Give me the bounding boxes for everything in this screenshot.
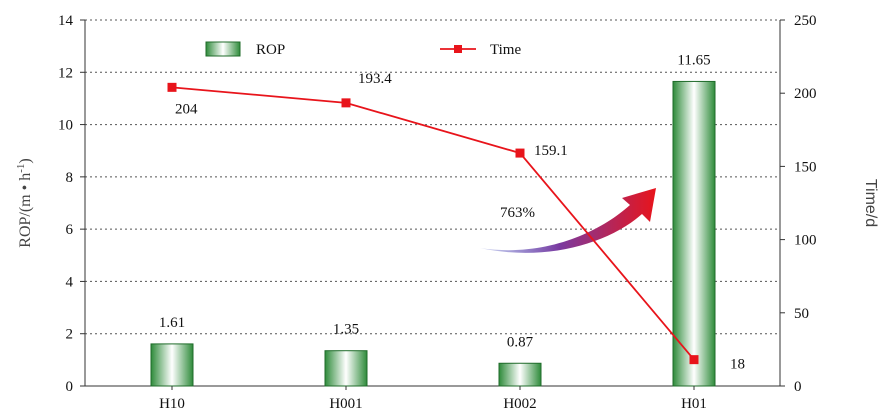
rop-bar-label: 1.61	[159, 315, 185, 331]
time-point-label: 18	[730, 357, 745, 373]
left-tick-label: 10	[58, 118, 73, 134]
left-tick-label: 4	[66, 274, 74, 290]
rop-bar	[672, 80, 716, 387]
left-tick-label: 12	[58, 65, 73, 81]
trend-arrow-icon	[480, 188, 656, 253]
right-tick-label: 0	[794, 379, 802, 395]
left-axis-title-main: ROP/(m • h	[17, 173, 34, 248]
rop-bar	[324, 350, 368, 387]
rop-bar	[150, 343, 194, 387]
category-label: H10	[159, 396, 185, 412]
right-tick-label: 150	[794, 159, 817, 175]
left-tick-label: 0	[66, 379, 74, 395]
category-labels: H10 H001 H002 H01	[159, 386, 707, 412]
legend-time-label: Time	[490, 42, 521, 58]
legend-rop-label: ROP	[256, 42, 285, 58]
right-axis-title: Time/d	[862, 179, 879, 227]
right-tick-labels: 0 50 100 150 200 250	[780, 13, 817, 395]
time-point-label: 204	[175, 101, 198, 117]
left-tick-label: 8	[66, 170, 74, 186]
time-point-labels: 204 193.4 159.1 18	[175, 71, 745, 373]
legend-time-marker	[454, 45, 462, 53]
time-point	[167, 82, 177, 92]
time-series-points	[167, 82, 699, 365]
annotation-percent: 763%	[500, 205, 535, 221]
left-tick-label: 14	[58, 13, 74, 29]
time-point	[689, 355, 699, 365]
rop-bar-label: 11.65	[677, 52, 710, 68]
category-label: H001	[329, 396, 362, 412]
rop-bar-label: 1.35	[333, 322, 359, 338]
left-tick-label: 6	[66, 222, 74, 238]
time-point-label: 159.1	[534, 143, 568, 159]
legend-rop-swatch	[205, 41, 241, 57]
rop-bar-label: 0.87	[507, 334, 534, 350]
time-point-label: 193.4	[358, 71, 392, 87]
axes	[84, 20, 781, 387]
category-label: H01	[681, 396, 707, 412]
time-point	[515, 148, 525, 158]
right-tick-label: 200	[794, 86, 817, 102]
right-tick-label: 100	[794, 233, 817, 249]
legend: ROP Time	[205, 41, 521, 58]
left-tick-label: 2	[66, 327, 74, 343]
rop-bar	[498, 362, 542, 387]
rop-bars	[150, 80, 716, 387]
time-point	[341, 98, 351, 108]
rop-bar-labels: 1.61 1.35 0.87 11.65	[159, 52, 711, 350]
left-tick-labels: 0 2 4 6 8 10 12 14	[58, 13, 85, 395]
right-tick-label: 250	[794, 13, 817, 29]
category-label: H002	[503, 396, 536, 412]
left-axis-title: ROP/(m • h-1)	[15, 158, 34, 247]
left-axis-title-tail: )	[17, 158, 34, 163]
time-series-line	[171, 86, 695, 361]
left-axis-title-sup: -1	[15, 164, 27, 173]
gridlines	[85, 19, 780, 335]
right-tick-label: 50	[794, 306, 809, 322]
